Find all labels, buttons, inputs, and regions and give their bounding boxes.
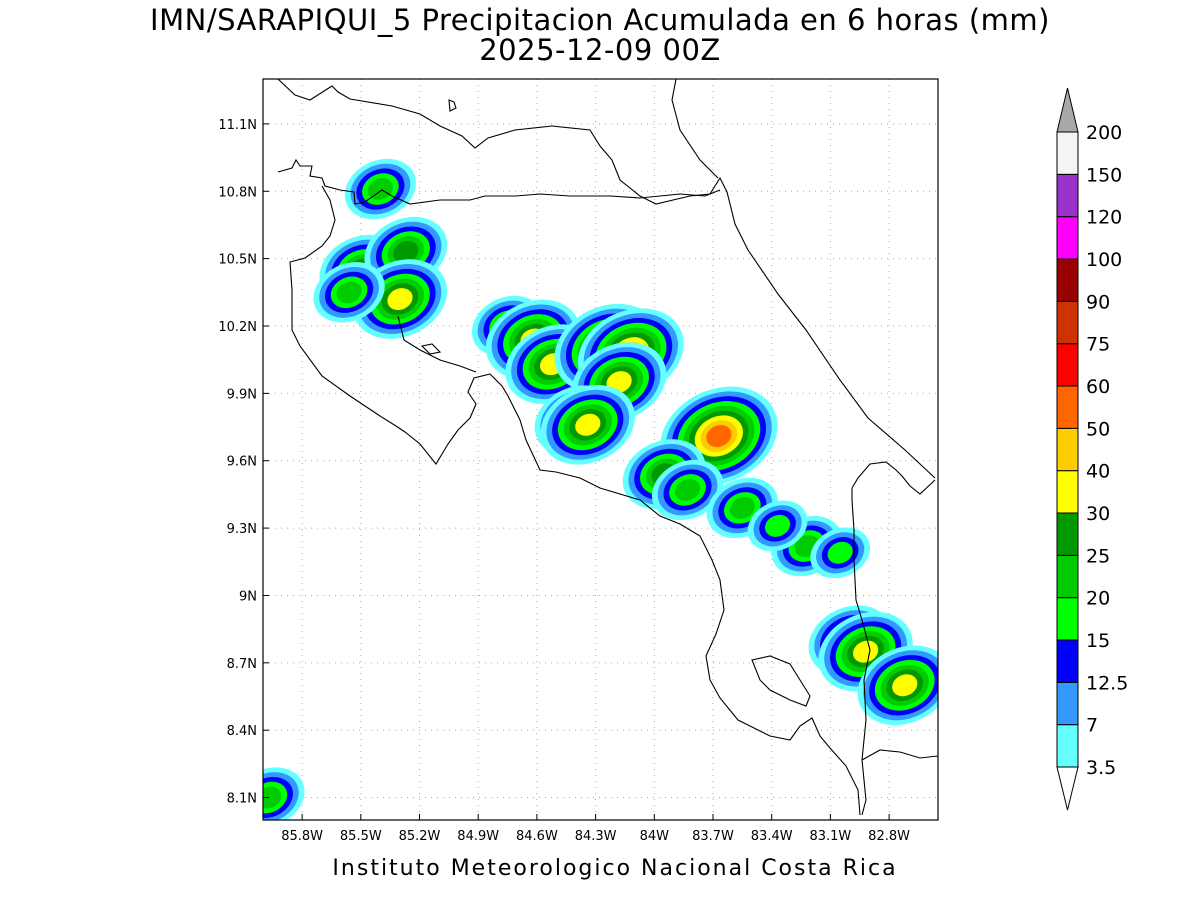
colorbar: 3.5 7 12.5 15 20 25 30 40 50 60 75 90 100 120 150 200	[1056, 87, 1128, 811]
precip-cell	[651, 459, 724, 521]
tick-label-lon: 83.1W	[809, 829, 851, 844]
tick-label-lat: 9.9N	[227, 387, 257, 402]
axes: 85.8W 85.5W 85.2W 84.9W 84.6W 84.3W 84W 83.7W 83…	[218, 118, 910, 844]
colorbar-label: 75	[1086, 334, 1110, 356]
precip-contour	[575, 413, 601, 436]
tick-label-lat: 8.1N	[227, 792, 257, 807]
coastline-gulf	[397, 315, 477, 373]
colorbar-low-arrow	[1056, 766, 1079, 811]
colorbar-label: 60	[1086, 376, 1110, 398]
tick-label-lon: 84W	[640, 829, 670, 844]
colorbar-swatch	[1056, 300, 1079, 345]
colorbar-swatch	[1056, 639, 1079, 683]
colorbar-swatch	[1056, 681, 1079, 726]
tick-label-lon: 83.4W	[751, 829, 793, 844]
tick-label-lat: 8.7N	[227, 657, 257, 672]
colorbar-swatch	[1056, 385, 1079, 429]
coastline-pacific	[289, 185, 861, 816]
colorbar-swatch	[1056, 343, 1079, 387]
tick-label-lon: 84.9W	[457, 829, 499, 844]
tick-label-lat: 10.5N	[218, 253, 257, 268]
precipitation-field	[263, 158, 938, 820]
colorbar-swatch	[1056, 258, 1079, 302]
precip-contour	[367, 178, 393, 201]
precip-contour	[387, 288, 413, 311]
tick-label-lon: 83.7W	[692, 829, 734, 844]
colorbar-swatch	[1056, 512, 1079, 556]
tick-label-lon: 85.5W	[340, 829, 382, 844]
colorbar-label: 3.5	[1086, 757, 1116, 779]
colorbar-swatch	[1056, 724, 1079, 768]
colorbar-label: 30	[1086, 503, 1110, 525]
precip-contour	[827, 541, 853, 564]
precip-contour	[729, 496, 755, 519]
tick-label-lat: 10.8N	[218, 185, 257, 200]
colorbar-label: 40	[1086, 461, 1110, 483]
colorbar-label: 50	[1086, 418, 1110, 440]
tick-label-lon: 85.2W	[399, 829, 441, 844]
footer-credit: Instituto Meteorologico Nacional Costa R…	[332, 856, 898, 881]
colorbar-swatch	[1056, 131, 1079, 175]
tick-label-lat: 10.2N	[218, 320, 257, 335]
colorbar-label: 200	[1086, 122, 1122, 144]
colorbar-label: 20	[1086, 588, 1110, 610]
plot-frame	[262, 78, 939, 821]
map-subtitle-datetime: 2025-12-09 00Z	[479, 33, 721, 67]
coastline-panama-south	[861, 749, 938, 761]
tick-label-lat: 11.1N	[218, 118, 257, 133]
coastline-borders	[277, 79, 938, 816]
colorbar-swatch	[1056, 173, 1079, 218]
coastline-caribbean-north	[671, 79, 719, 179]
coastline-north	[277, 79, 936, 479]
precip-cell	[857, 645, 938, 726]
tick-label-lat: 9N	[239, 589, 257, 604]
tick-label-lat: 9.3N	[227, 522, 257, 537]
colorbar-label: 120	[1086, 207, 1122, 229]
precip-contour	[706, 425, 732, 448]
lake-small	[448, 99, 457, 112]
map-title: IMN/SARAPIQUI_5 Precipitacion Acumulada …	[150, 3, 1050, 37]
colorbar-label: 12.5	[1086, 672, 1128, 694]
precip-contour	[853, 640, 879, 663]
border-panama	[851, 461, 936, 816]
colorbar-swatch	[1056, 427, 1079, 472]
colorbar-high-arrow	[1056, 87, 1079, 133]
gulf-island	[420, 343, 442, 355]
colorbar-label: 150	[1086, 164, 1122, 186]
colorbar-label: 25	[1086, 545, 1110, 567]
border-nicaragua	[277, 158, 721, 205]
tick-label-lon: 84.3W	[575, 829, 617, 844]
colorbar-swatch	[1056, 216, 1079, 260]
precip-contour	[336, 281, 362, 304]
precip-cell	[810, 527, 871, 579]
colorbar-swatch	[1056, 470, 1079, 514]
colorbar-label: 7	[1086, 715, 1098, 737]
colorbar-label: 100	[1086, 249, 1122, 271]
precip-contour	[764, 514, 791, 537]
colorbar-label: 15	[1086, 630, 1110, 652]
tick-label-lon: 82.8W	[868, 829, 910, 844]
tick-label-lat: 9.6N	[227, 455, 257, 470]
tick-label-lat: 8.4N	[227, 724, 257, 739]
precip-contour	[393, 240, 419, 263]
tick-label-lon: 85.8W	[281, 829, 323, 844]
precip-contour	[892, 674, 918, 697]
colorbar-swatch	[1056, 554, 1079, 599]
precip-cell	[747, 500, 808, 552]
precip-cell	[540, 385, 635, 465]
precip-contour	[674, 478, 701, 501]
coastline-osa	[751, 655, 811, 707]
precip-cell	[313, 262, 385, 323]
tick-label-lon: 84.6W	[516, 829, 558, 844]
colorbar-label: 90	[1086, 291, 1110, 313]
colorbar-swatch	[1056, 597, 1079, 641]
